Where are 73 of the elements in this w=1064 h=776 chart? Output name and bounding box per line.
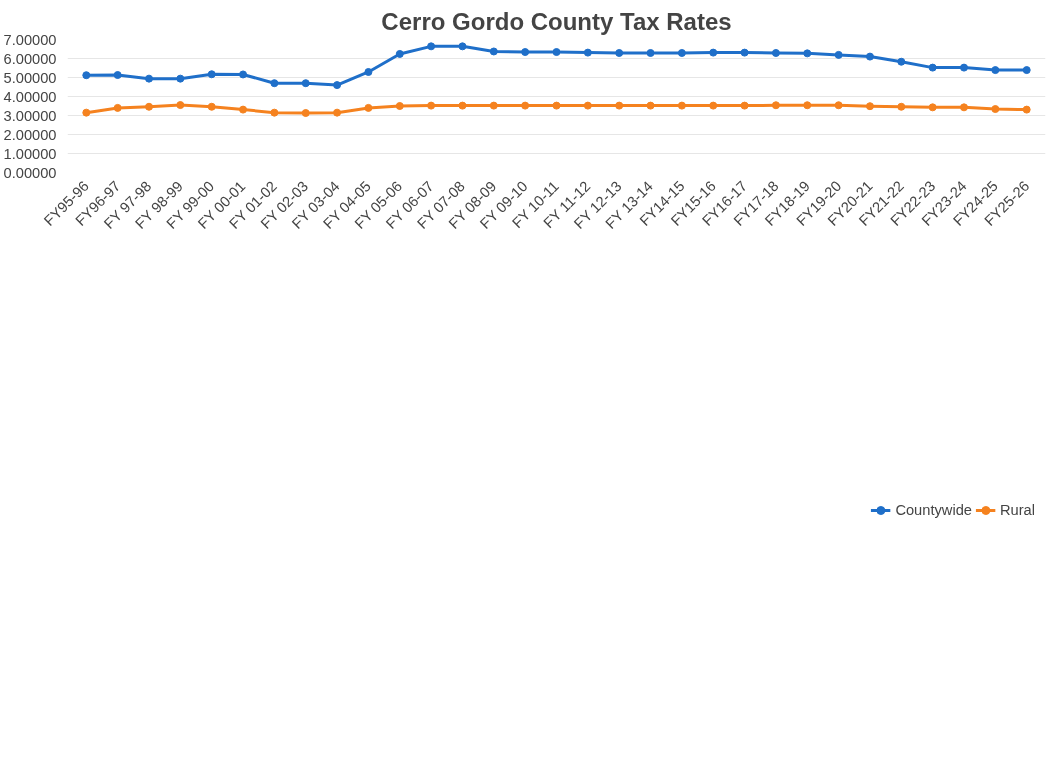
point — [771, 101, 780, 110]
point — [521, 101, 530, 110]
point — [960, 63, 968, 72]
point — [960, 103, 968, 112]
point — [771, 49, 780, 57]
point — [427, 101, 436, 110]
point — [145, 74, 153, 83]
point — [740, 101, 749, 110]
point — [865, 102, 874, 111]
point — [395, 49, 404, 58]
point — [458, 101, 467, 110]
point — [646, 49, 655, 57]
point — [740, 48, 749, 57]
point — [991, 105, 1000, 114]
point — [489, 101, 498, 110]
point — [239, 105, 248, 114]
point — [176, 101, 185, 110]
y-tick-label: 3.00000 — [3, 107, 57, 124]
point — [615, 101, 624, 110]
point — [552, 101, 561, 110]
point — [364, 103, 373, 112]
point — [834, 101, 843, 110]
point — [333, 108, 342, 117]
y-tick-label: 1.00000 — [3, 145, 57, 162]
point — [583, 48, 592, 57]
point — [82, 108, 91, 117]
point — [709, 48, 718, 57]
point — [615, 49, 624, 57]
point — [1022, 66, 1031, 75]
legend-label: Countywide — [895, 502, 972, 518]
point — [583, 101, 592, 110]
point — [207, 102, 216, 111]
point — [646, 101, 655, 110]
point — [834, 50, 843, 59]
y-tick-label: 5.00000 — [3, 69, 57, 86]
y-tick-label: 6.00000 — [3, 50, 57, 67]
point — [552, 48, 561, 57]
point — [364, 68, 373, 76]
point — [803, 101, 812, 110]
point — [489, 47, 498, 56]
point — [897, 57, 906, 66]
point — [239, 70, 248, 79]
y-tick-label: 2.00000 — [3, 126, 57, 143]
point — [803, 49, 812, 58]
point — [458, 42, 467, 51]
point — [928, 103, 937, 112]
point — [270, 79, 279, 88]
point — [677, 101, 686, 110]
point — [865, 52, 874, 61]
point — [991, 66, 1000, 75]
point — [145, 102, 153, 111]
point — [207, 70, 216, 79]
point — [928, 63, 937, 72]
point — [897, 102, 906, 111]
y-tick-label: 0.00000 — [3, 164, 57, 181]
y-tick-label: 4.00000 — [3, 88, 57, 105]
point — [301, 79, 310, 88]
point — [270, 108, 279, 117]
point — [521, 48, 530, 57]
y-tick-label: 7.00000 — [3, 31, 57, 48]
point — [1022, 105, 1031, 114]
point — [82, 71, 91, 80]
point — [176, 74, 185, 83]
point — [677, 49, 686, 57]
point — [427, 42, 436, 51]
point — [301, 109, 310, 118]
point — [709, 101, 718, 110]
legend-label: Rural — [999, 502, 1035, 518]
point — [395, 102, 404, 110]
point — [333, 81, 342, 90]
chart-title: Cerro Gordo County Tax Rates — [381, 7, 732, 35]
point — [113, 71, 122, 80]
point — [113, 103, 122, 112]
